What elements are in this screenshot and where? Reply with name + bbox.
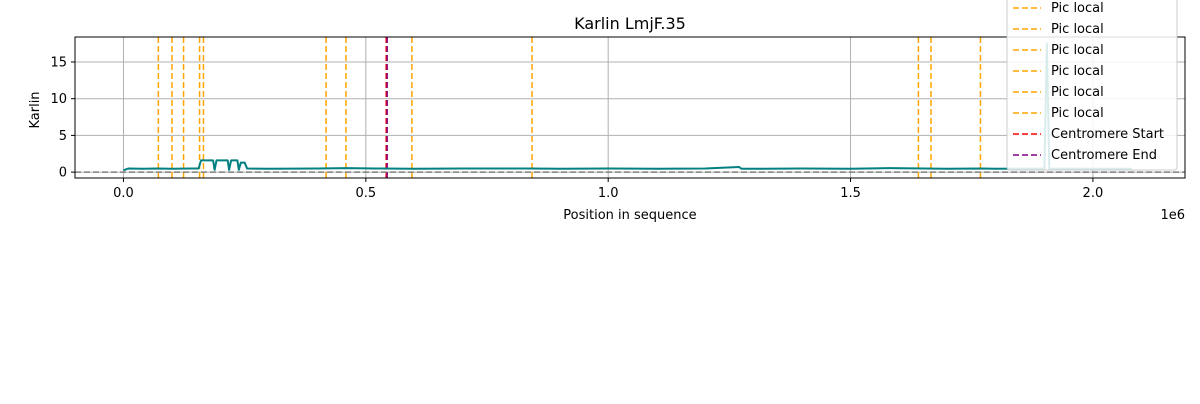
legend-label-6: Pic local <box>1051 106 1104 121</box>
legend-label-2: Pic local <box>1051 22 1104 37</box>
x-axis-offset-label: 1e6 <box>1160 208 1185 223</box>
plot-frame <box>74 36 1186 179</box>
y-ticks: 0 5 10 15 <box>50 55 75 181</box>
legend-label-8: Centromere End <box>1051 148 1157 163</box>
legend-box <box>1006 0 1178 171</box>
series <box>123 42 1132 172</box>
y-axis-label: Karlin <box>28 91 43 128</box>
legend: Pic local Pic local Pic local Pic local Pic … <box>1006 0 1178 171</box>
legend-label-3: Pic local <box>1051 43 1104 58</box>
x-tick-label-4: 2.0 <box>1083 186 1104 201</box>
y-tick-label-1: 5 <box>59 129 67 144</box>
chart-title: Karlin LmjF.35 <box>574 14 686 33</box>
x-tick-label-1: 0.5 <box>355 186 376 201</box>
series-line-0 <box>123 42 1132 172</box>
y-tick-label-2: 10 <box>50 92 67 107</box>
y-tick-label-3: 15 <box>50 55 67 70</box>
x-tick-label-0: 0.0 <box>113 186 134 201</box>
x-tick-label-2: 1.0 <box>598 186 619 201</box>
x-tick-label-3: 1.5 <box>840 186 861 201</box>
y-tick-label-0: 0 <box>59 166 67 181</box>
legend-label-5: Pic local <box>1051 85 1104 100</box>
x-axis-label: Position in sequence <box>563 208 696 223</box>
legend-label-1: Pic local <box>1051 1 1104 16</box>
legend-label-4: Pic local <box>1051 64 1104 79</box>
vertical-markers <box>157 37 982 178</box>
x-ticks: 0.0 0.5 1.0 1.5 2.0 <box>113 178 1103 201</box>
legend-label-7: Centromere Start <box>1051 127 1164 142</box>
